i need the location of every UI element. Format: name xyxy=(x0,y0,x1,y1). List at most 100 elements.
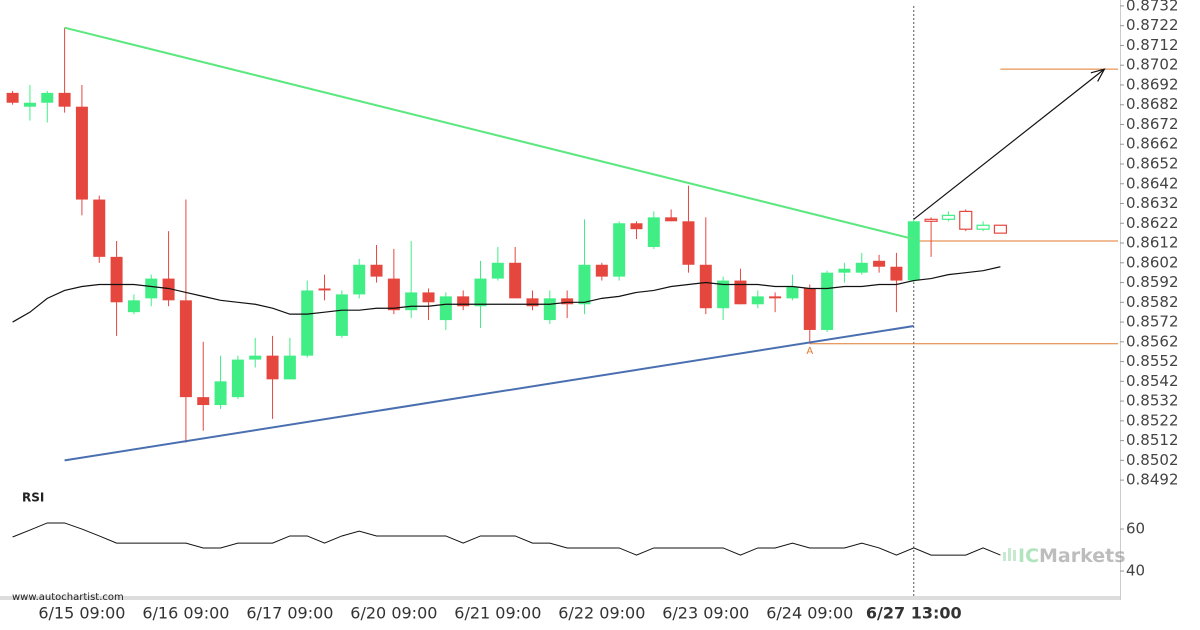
candle-body xyxy=(734,280,747,305)
y-tick-label: 0.8512 xyxy=(1126,431,1179,449)
y-tick-label: 0.8522 xyxy=(1126,411,1179,429)
x-tick-label: 6/15 09:00 xyxy=(38,604,125,623)
candle-body xyxy=(717,280,730,309)
y-tick-label: 0.8732 xyxy=(1126,0,1179,14)
y-tick-label: 0.8642 xyxy=(1126,174,1179,192)
candle-body xyxy=(318,288,331,291)
candle-body xyxy=(578,264,591,305)
candle-body xyxy=(924,218,938,222)
rsi-title: RSI xyxy=(22,491,44,505)
trendline xyxy=(64,26,915,241)
y-tick-label: 0.8552 xyxy=(1126,352,1179,370)
y-tick-label: 0.8612 xyxy=(1126,234,1179,252)
trendline xyxy=(64,325,914,462)
y-tick-label: 0.8652 xyxy=(1126,154,1179,172)
x-tick-label: 6/24 09:00 xyxy=(766,604,853,623)
watermark: ICMarkets xyxy=(1003,545,1126,567)
candle-body xyxy=(647,217,660,247)
candle-body xyxy=(179,300,192,398)
watermark-text: ICMarkets xyxy=(1018,545,1126,567)
y-tick-label: 0.8582 xyxy=(1126,293,1179,311)
candle-body xyxy=(941,214,956,220)
y-tick-label: 0.8622 xyxy=(1126,214,1179,232)
candle-body xyxy=(231,359,244,398)
watermark-ic: IC xyxy=(1018,545,1039,567)
candle-body xyxy=(526,298,539,307)
candle-body xyxy=(370,264,383,277)
x-tick-label: 6/23 09:00 xyxy=(662,604,749,623)
watermark-markets: Markets xyxy=(1039,545,1126,567)
candle-body xyxy=(301,290,314,356)
candle-body xyxy=(283,355,296,380)
x-tick-label: 6/17 09:00 xyxy=(246,604,333,623)
candle-body xyxy=(197,397,210,406)
candle-body xyxy=(23,102,36,107)
y-tick-label: 0.8722 xyxy=(1126,16,1179,34)
logo-bar xyxy=(1008,548,1011,561)
candle-body xyxy=(93,199,106,257)
candle-body xyxy=(907,221,920,281)
candle-body xyxy=(769,296,782,299)
candle-body xyxy=(873,260,886,267)
x-tick-label: 6/16 09:00 xyxy=(142,604,229,623)
forecast-arrow xyxy=(913,68,1105,220)
candle-body xyxy=(457,296,470,307)
candle-body xyxy=(491,262,504,279)
y-tick-label: 0.8502 xyxy=(1126,451,1179,469)
candle-body xyxy=(976,224,990,230)
rsi-tick-label: 40 xyxy=(1126,562,1145,580)
candle-body xyxy=(751,296,764,305)
y-tick-label: 0.8562 xyxy=(1126,332,1179,350)
candle-body xyxy=(993,224,1008,234)
candle-body xyxy=(838,268,851,273)
y-tick-label: 0.8602 xyxy=(1126,253,1179,271)
candle-body xyxy=(699,264,712,309)
y-tick-label: 0.8632 xyxy=(1126,194,1179,212)
y-tick-label: 0.8672 xyxy=(1126,115,1179,133)
candle-body xyxy=(162,278,175,301)
candle-body xyxy=(821,272,834,330)
moving-average xyxy=(12,266,1001,323)
candle-body xyxy=(439,296,452,321)
candle-body xyxy=(58,92,71,107)
x-tick-label: 6/20 09:00 xyxy=(350,604,437,623)
candle-body xyxy=(682,221,695,265)
candle-body xyxy=(474,278,487,307)
rsi-tick-label: 60 xyxy=(1126,520,1145,538)
y-tick-label: 0.8592 xyxy=(1126,273,1179,291)
x-tick-label: 6/27 13:00 xyxy=(866,604,962,623)
source: www.autochartist.com xyxy=(12,592,124,603)
y-tick-label: 0.8542 xyxy=(1126,372,1179,390)
x-tick-label: 6/21 09:00 xyxy=(454,604,541,623)
candle-body xyxy=(6,92,19,103)
arrow-head xyxy=(1090,68,1106,82)
candle-body xyxy=(959,210,973,230)
pattern-label: A xyxy=(806,346,813,357)
candle-body xyxy=(630,223,643,230)
candle-body xyxy=(353,264,366,295)
logo-bar xyxy=(1003,552,1006,561)
candle-body xyxy=(665,217,678,222)
candle-body xyxy=(41,92,54,103)
candle-body xyxy=(110,256,123,303)
logo-bar xyxy=(1013,550,1016,561)
candle-body xyxy=(335,294,348,336)
candle-body xyxy=(803,288,816,330)
y-tick-label: 0.8702 xyxy=(1126,56,1179,74)
candle-body xyxy=(855,262,868,273)
candle-body xyxy=(145,278,158,299)
y-tick-label: 0.8492 xyxy=(1126,471,1179,489)
candle-body xyxy=(509,262,522,299)
candle-body xyxy=(387,278,400,311)
y-tick-label: 0.8532 xyxy=(1126,392,1179,410)
x-tick-label: 6/22 09:00 xyxy=(558,604,645,623)
candle-body xyxy=(543,298,556,321)
rsi-line xyxy=(12,522,1001,556)
candle-body xyxy=(405,292,418,311)
candle-body xyxy=(786,286,799,299)
y-tick-label: 0.8682 xyxy=(1126,95,1179,113)
candle-body xyxy=(595,264,608,277)
